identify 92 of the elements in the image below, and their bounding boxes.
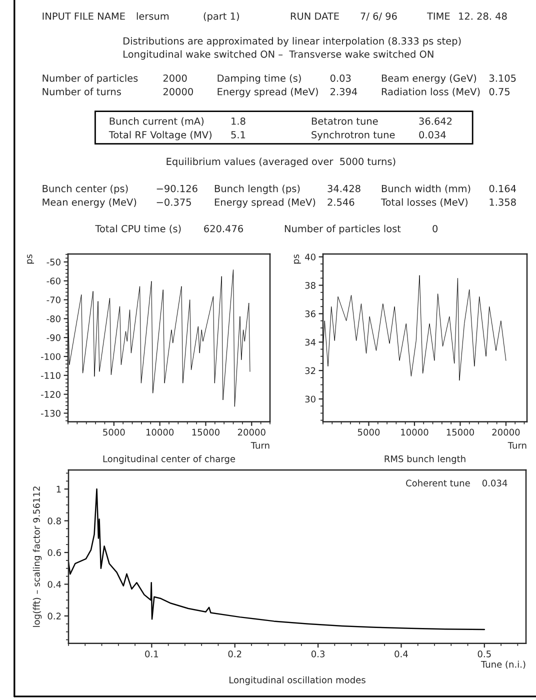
text: Beam energy (GeV) xyxy=(382,74,476,84)
text: 0.03 xyxy=(330,74,351,82)
text: Equilibrium values (averaged over 5000 turns) xyxy=(166,158,396,168)
text: Longitudinal oscillation modes xyxy=(230,676,366,686)
text: 5.1 xyxy=(231,131,246,138)
text: 36.642 xyxy=(419,117,452,125)
x-axis-title: Tune (n.i.) xyxy=(480,660,526,669)
text: 0.75 xyxy=(489,88,510,96)
text: −0.375 xyxy=(156,198,191,206)
text: RUN DATE xyxy=(290,12,339,20)
x-tick-label: 0.1 xyxy=(145,650,158,658)
text: Number of particles lost xyxy=(284,224,401,234)
text: Number of turns xyxy=(42,88,121,96)
text: 2.394 xyxy=(330,88,358,96)
y-axis-title: ps xyxy=(27,254,34,264)
text: 2000 xyxy=(163,74,187,82)
x-axis-title: Turn xyxy=(250,442,270,449)
x-axis-title: Turn xyxy=(508,442,526,449)
text: 0.164 xyxy=(489,184,516,192)
text: Number of particles xyxy=(42,74,138,84)
text: 34.428 xyxy=(328,184,360,192)
x-tick-label: 5000 xyxy=(358,428,380,436)
text: 620.476 xyxy=(204,224,243,232)
y-tick-label: 0.2 xyxy=(48,612,61,620)
text: 0 xyxy=(432,224,438,232)
y-tick-label: -100 xyxy=(41,353,60,360)
text: Total losses (MeV) xyxy=(380,198,468,207)
line-series xyxy=(323,275,506,381)
y-tick-label: -70 xyxy=(46,296,60,304)
text: Mean energy (MeV) xyxy=(42,198,136,208)
y-tick-label: 0.4 xyxy=(48,580,62,588)
text: Damping time (s) xyxy=(218,74,301,84)
y-tick-label: -60 xyxy=(46,278,60,284)
text: Longitudinal wake switched ON – Transverse wake switched ON xyxy=(124,50,434,60)
y-tick-label: -130 xyxy=(41,410,60,417)
text: Longitudinal center of charge xyxy=(103,455,236,464)
text: 1.358 xyxy=(490,198,516,206)
text: 2.546 xyxy=(328,198,354,206)
y-tick-label: 30 xyxy=(305,396,316,403)
x-tick-label: 15000 xyxy=(446,428,474,436)
text: Synchrotron tune xyxy=(312,130,395,140)
text: 7/ 6/ 96 xyxy=(360,12,397,21)
x-tick-label: 15000 xyxy=(192,428,220,436)
y-tick-label: 40 xyxy=(305,254,316,260)
y-tick-label: 1 xyxy=(56,486,61,492)
y-tick-label: 0.8 xyxy=(48,517,61,524)
text: RMS bunch length xyxy=(384,455,466,464)
x-tick-label: 5000 xyxy=(103,428,125,436)
x-tick-label: 20000 xyxy=(492,428,520,436)
x-tick-label: 20000 xyxy=(238,428,266,436)
y-tick-label: -120 xyxy=(41,391,60,398)
text: Total RF Voltage (MV) xyxy=(108,130,212,140)
y-tick-label: 36 xyxy=(305,310,316,318)
text: 20000 xyxy=(163,88,193,96)
text: Energy spread (MeV) xyxy=(218,88,318,98)
text: 3.105 xyxy=(489,74,516,82)
y-tick-label: -90 xyxy=(46,334,60,342)
y-tick-label: -50 xyxy=(46,258,60,266)
x-tick-label: 10000 xyxy=(401,428,428,436)
y-axis-title: ps xyxy=(294,254,301,264)
text: TIME xyxy=(426,12,450,20)
text: −90.126 xyxy=(156,184,198,192)
text: Radiation loss (MeV) xyxy=(382,88,480,96)
text: 1.8 xyxy=(232,117,246,125)
y-axis-title: log(fft) – scaling factor 9.56112 xyxy=(32,486,42,627)
line-series xyxy=(68,488,486,630)
annotation: Coherent tune 0.034 xyxy=(406,480,508,486)
text: (part 1) xyxy=(204,12,239,22)
text: Betatron tune xyxy=(312,118,378,125)
y-tick-label: 38 xyxy=(305,282,316,289)
text: 0.034 xyxy=(419,131,446,138)
text: Bunch width (mm) xyxy=(382,184,470,194)
y-tick-label: -110 xyxy=(41,372,60,379)
text: INPUT FILE NAME xyxy=(42,12,125,20)
y-tick-label: 34 xyxy=(305,338,316,346)
x-tick-label: 0.3 xyxy=(311,650,324,658)
text: Distributions are approximated by linear interpolation (8.333 ps step) xyxy=(124,37,461,47)
line-series xyxy=(68,269,250,407)
y-tick-label: 32 xyxy=(305,367,316,374)
text: lersum xyxy=(136,12,169,20)
y-tick-label: -80 xyxy=(46,315,60,322)
text: Bunch center (ps) xyxy=(42,184,128,194)
text: Energy spread (MeV) xyxy=(214,198,316,208)
x-tick-label: 10000 xyxy=(146,428,174,436)
y-tick-label: 0.6 xyxy=(48,549,61,556)
text: Bunch length (ps) xyxy=(214,184,300,194)
text: 12. 28. 48 xyxy=(459,12,507,20)
x-tick-label: 0.4 xyxy=(394,650,408,658)
x-tick-label: 0.5 xyxy=(478,650,491,658)
text: Bunch current (mA) xyxy=(110,117,204,126)
x-tick-label: 0.2 xyxy=(228,650,242,658)
text: Total CPU time (s) xyxy=(95,224,181,234)
